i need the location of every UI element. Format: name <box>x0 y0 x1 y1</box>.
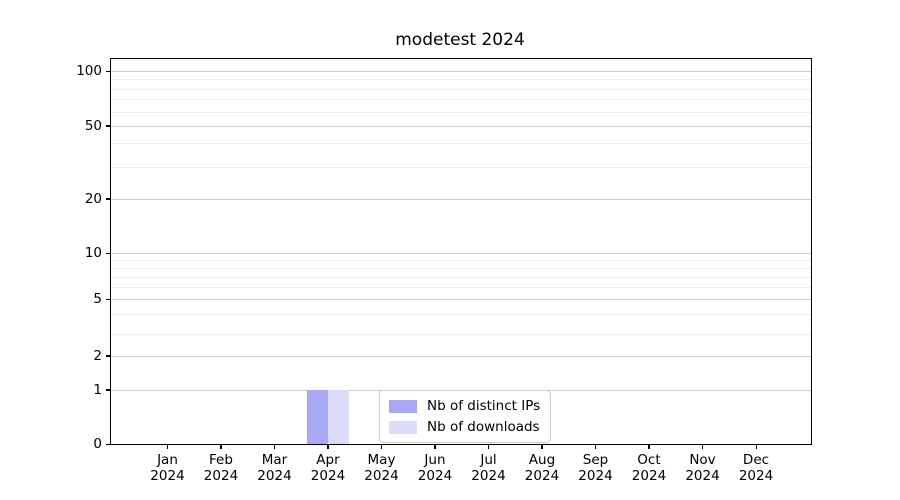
y-tick-label-0: 0 <box>93 436 102 452</box>
y-tick-mark-10 <box>106 252 111 254</box>
y-tick-mark-1 <box>106 389 111 391</box>
minor-gridline-y-8 <box>111 268 811 270</box>
legend: Nb of distinct IPs Nb of downloads <box>379 390 552 443</box>
x-tick-mark-jan <box>166 444 169 449</box>
x-tick-label-mar: Mar 2024 <box>257 452 292 484</box>
x-tick-label-apr: Apr 2024 <box>310 452 346 484</box>
y-tick-label-10: 10 <box>84 245 102 261</box>
x-tick-mark-sep <box>594 444 597 449</box>
x-tick-mark-apr <box>327 444 329 449</box>
minor-gridline-y-6 <box>111 286 811 288</box>
major-gridline-y-20 <box>111 198 811 200</box>
minor-gridline-y-4 <box>111 313 811 315</box>
x-tick-mark-dec <box>755 444 757 449</box>
x-tick-label-oct: Oct 2024 <box>631 452 667 484</box>
x-tick-mark-mar <box>273 444 276 449</box>
x-tick-mark-may <box>380 444 383 449</box>
y-tick-mark-2 <box>106 355 111 357</box>
major-gridline-y-50 <box>111 125 811 127</box>
minor-gridline-y-3 <box>111 334 811 335</box>
major-gridline-y-5 <box>111 299 811 300</box>
legend-item-downloads: Nb of downloads <box>389 419 540 435</box>
x-tick-mark-aug <box>541 444 543 449</box>
minor-gridline-y-9 <box>111 260 811 261</box>
legend-swatch-downloads <box>389 420 417 434</box>
y-tick-mark-100 <box>106 70 111 72</box>
y-tick-label-20: 20 <box>84 190 102 207</box>
minor-gridline-y-40 <box>111 143 811 144</box>
plot-area: 100 50 20 10 5 2 1 0 Jan 2024 Feb 2024 Mar 2024 Apr 202… <box>76 58 812 484</box>
legend-item-distinct-ips: Nb of distinct IPs <box>389 398 540 414</box>
minor-gridline-y-7 <box>111 276 811 278</box>
minor-gridline-y-60 <box>111 112 811 113</box>
minor-gridline-y-30 <box>111 166 811 168</box>
x-tick-label-feb: Feb 2024 <box>203 452 239 484</box>
minor-gridline-y-80 <box>111 88 811 90</box>
major-gridline-y-100 <box>111 71 811 72</box>
y-tick-label-1: 1 <box>93 381 102 398</box>
x-tick-label-aug: Aug 2024 <box>524 452 560 484</box>
y-tick-mark-20 <box>106 198 111 200</box>
legend-label-distinct-ips: Nb of distinct IPs <box>427 398 541 414</box>
major-gridline-y-10 <box>111 253 811 254</box>
x-tick-label-may: May 2024 <box>364 452 399 484</box>
bar-downloads-apr <box>327 389 349 444</box>
minor-gridline-y-70 <box>111 99 811 100</box>
x-tick-label-sep: Sep 2024 <box>578 452 613 484</box>
y-tick-label-50: 50 <box>84 117 102 134</box>
x-tick-mark-nov <box>702 444 704 449</box>
bar-distinct-ips-apr <box>306 389 328 444</box>
x-tick-label-nov: Nov 2024 <box>685 452 720 484</box>
x-tick-label-jan: Jan 2024 <box>150 452 185 484</box>
x-tick-mark-feb <box>220 444 222 449</box>
x-tick-label-jun: Jun 2024 <box>417 452 453 484</box>
y-tick-label-5: 5 <box>93 291 102 307</box>
legend-swatch-distinct-ips <box>389 399 417 413</box>
x-tick-label-jul: Jul 2024 <box>471 452 506 484</box>
minor-gridline-y-90 <box>111 78 811 80</box>
y-tick-label-100: 100 <box>76 63 102 79</box>
y-tick-mark-0 <box>106 443 111 445</box>
x-tick-label-dec: Dec 2024 <box>738 452 774 484</box>
y-tick-label-2: 2 <box>93 347 102 364</box>
x-tick-mark-oct <box>648 444 650 449</box>
chart-title: modetest 2024 <box>395 30 525 50</box>
x-tick-mark-jun <box>434 444 436 449</box>
major-gridline-y-2 <box>111 355 811 357</box>
legend-label-downloads: Nb of downloads <box>427 419 540 435</box>
y-tick-mark-50 <box>106 125 111 127</box>
x-tick-mark-jul <box>487 444 490 449</box>
y-tick-mark-5 <box>106 298 111 300</box>
